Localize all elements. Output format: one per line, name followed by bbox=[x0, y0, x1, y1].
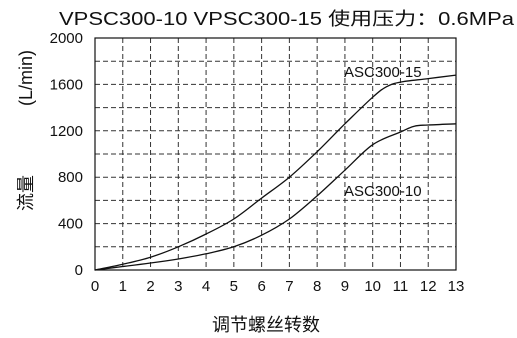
x-axis-label: 调节螺丝转数 bbox=[212, 315, 320, 335]
y-tick-label: 400 bbox=[58, 216, 83, 233]
series-label-asc300-15: ASC300-15 bbox=[344, 64, 422, 81]
plot-area-border bbox=[94, 37, 457, 271]
x-tick-label: 11 bbox=[393, 278, 409, 295]
x-tick-label: 12 bbox=[420, 278, 437, 295]
x-tick-label: 10 bbox=[364, 278, 381, 295]
x-tick-label: 8 bbox=[313, 278, 321, 295]
chart-title: VPSC300-10 VPSC300-15 使用压力：0.6MPa bbox=[59, 9, 515, 29]
series-line-asc300-10 bbox=[94, 123, 457, 271]
x-tick-label: 7 bbox=[285, 278, 293, 295]
x-tick-label: 4 bbox=[202, 278, 210, 295]
series-label-asc300-10: ASC300-10 bbox=[344, 183, 422, 200]
y-tick-label: 2000 bbox=[50, 30, 83, 47]
x-tick-label: 5 bbox=[230, 278, 238, 295]
y-tick-labels: 0 400 800 1200 1600 2000 bbox=[50, 30, 83, 279]
series-lines bbox=[94, 74, 457, 271]
x-tick-labels: 0 1 2 3 4 5 6 7 8 9 10 11 12 13 bbox=[91, 278, 465, 295]
series-line-asc300-15 bbox=[94, 74, 457, 271]
x-tick-label: 3 bbox=[174, 278, 182, 295]
x-tick-label: 1 bbox=[119, 278, 127, 295]
x-tick-label: 2 bbox=[146, 278, 154, 295]
x-tick-label: 9 bbox=[341, 278, 349, 295]
x-tick-label: 13 bbox=[448, 278, 465, 295]
x-tick-label: 0 bbox=[91, 278, 99, 295]
x-tick-label: 6 bbox=[257, 278, 265, 295]
y-tick-label: 800 bbox=[58, 169, 83, 186]
y-axis-label: 流量 bbox=[16, 175, 36, 211]
y-tick-label: 0 bbox=[75, 262, 83, 279]
y-tick-label: 1200 bbox=[50, 123, 83, 140]
grid bbox=[95, 38, 456, 270]
y-axis-unit: (L/min) bbox=[16, 50, 36, 106]
y-tick-label: 1600 bbox=[50, 76, 83, 93]
